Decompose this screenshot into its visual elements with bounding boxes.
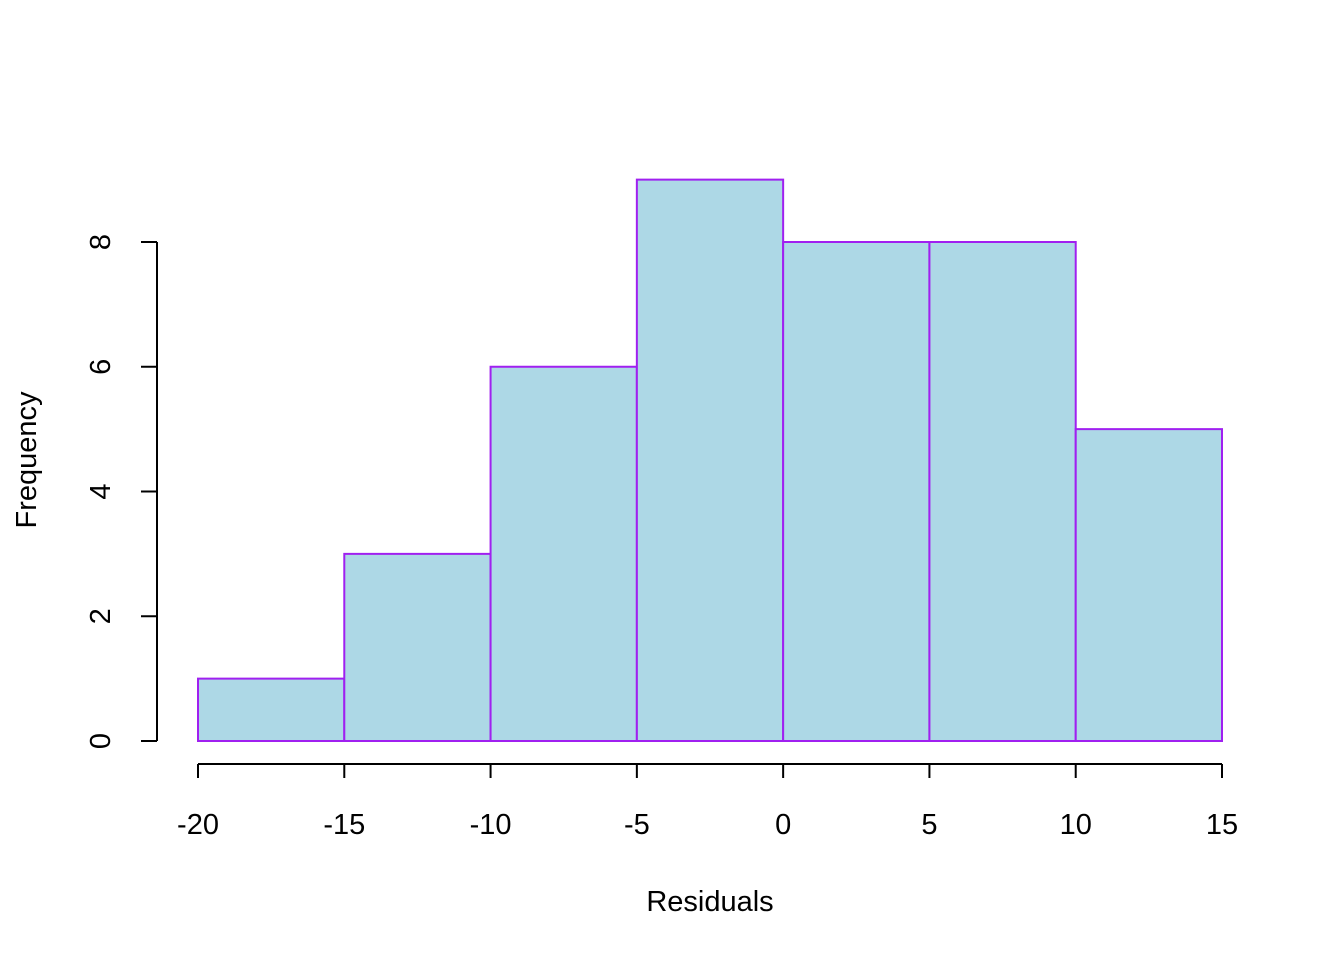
- x-tick-label: 15: [1206, 809, 1238, 841]
- x-tick-label: 10: [1060, 809, 1092, 841]
- histogram-bar: [635, 178, 785, 742]
- x-tick-label: 0: [775, 809, 791, 841]
- y-axis-title: Frequency: [11, 391, 43, 529]
- x-tick-label: -10: [470, 809, 512, 841]
- y-tick-label: 8: [85, 234, 117, 250]
- histogram-bar: [197, 677, 346, 742]
- histogram-bar: [343, 552, 492, 742]
- y-tick-label: 2: [85, 608, 117, 624]
- histogram-bar: [782, 241, 931, 742]
- histogram-bar: [928, 241, 1077, 742]
- x-tick-label: -5: [624, 809, 650, 841]
- y-tick-label: 4: [85, 483, 117, 499]
- x-axis: -20 -15 -10 -5 0 5 10 15: [177, 763, 1238, 841]
- y-tick-label: 6: [85, 359, 117, 375]
- y-axis: 0 2 4 6 8: [85, 234, 158, 749]
- x-tick-label: 5: [921, 809, 937, 841]
- y-tick-label: 0: [85, 733, 117, 749]
- x-tick-label: -15: [323, 809, 365, 841]
- histogram-bar: [489, 365, 638, 742]
- bars-layer: [197, 178, 1223, 742]
- x-tick-label: -20: [177, 809, 219, 841]
- x-axis-title: Residuals: [646, 886, 773, 918]
- histogram-bar: [1074, 428, 1223, 742]
